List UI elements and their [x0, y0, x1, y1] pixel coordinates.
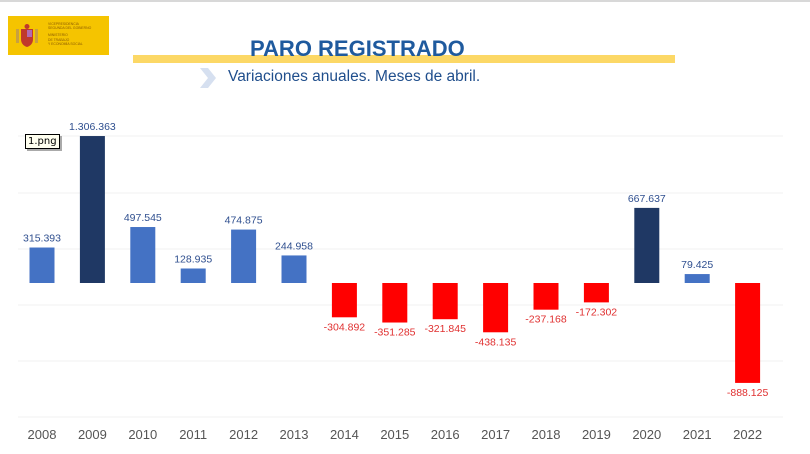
bar-2021 [684, 274, 710, 283]
value-label-2017: -438.135 [475, 336, 517, 348]
x-tick-2010: 2010 [128, 427, 157, 442]
x-tick-2011: 2011 [179, 427, 207, 442]
bar-2022 [735, 283, 761, 383]
x-tick-2021: 2021 [683, 427, 712, 442]
bars [29, 136, 761, 383]
bar-2008 [29, 247, 55, 283]
value-label-2013: 244.958 [275, 240, 313, 252]
x-tick-2014: 2014 [330, 427, 359, 442]
filename-tooltip: 1.png [25, 134, 60, 149]
bar-2013 [281, 255, 307, 283]
coat-of-arms-icon [16, 24, 38, 47]
bar-2014 [331, 283, 357, 318]
x-axis-labels: 2008 2009 2010 2011 2012 2013 2014 2015 2016 2017… [28, 427, 763, 442]
value-label-2011: 128.935 [174, 253, 212, 265]
x-tick-2015: 2015 [380, 427, 409, 442]
x-tick-2012: 2012 [229, 427, 258, 442]
value-label-2014: -304.892 [324, 321, 366, 333]
bar-2020 [634, 207, 660, 283]
x-tick-2008: 2008 [28, 427, 57, 442]
x-tick-2013: 2013 [280, 427, 309, 442]
ministry-logo: VICEPRESIDENCIA SEGUNDA DEL GOBIERNO MIN… [8, 16, 109, 55]
x-tick-2020: 2020 [632, 427, 661, 442]
bar-2017 [483, 283, 509, 333]
value-label-2008: 315.393 [23, 233, 61, 245]
x-tick-2022: 2022 [733, 427, 762, 442]
logo-text: VICEPRESIDENCIA SEGUNDA DEL GOBIERNO MIN… [48, 22, 108, 46]
accent-band [133, 55, 675, 63]
logo-line: Y ECONOMÍA SOCIAL [48, 41, 83, 46]
logo-line: SEGUNDA DEL GOBIERNO [48, 26, 92, 31]
value-label-2010: 497.545 [124, 212, 162, 224]
bar-2011 [180, 268, 206, 283]
value-label-2020: 667.637 [628, 193, 666, 205]
logo-line: DE TRABAJO [48, 37, 70, 42]
x-tick-2019: 2019 [582, 427, 611, 442]
value-label-2012: 474.875 [225, 215, 263, 227]
x-tick-2018: 2018 [532, 427, 561, 442]
value-label-2015: -351.285 [374, 327, 416, 339]
bar-2019 [583, 283, 609, 303]
bar-2018 [533, 283, 559, 310]
bar-2010 [130, 227, 156, 283]
value-label-2021: 79.425 [681, 259, 713, 271]
x-tick-2016: 2016 [431, 427, 460, 442]
bar-2016 [432, 283, 458, 320]
chevron-right-icon [200, 68, 216, 88]
value-label-2019: -172.302 [576, 306, 618, 318]
chart-subtitle: Variaciones anuales. Meses de abril. [228, 68, 481, 85]
value-label-2018: -237.168 [525, 314, 567, 326]
top-border [0, 0, 810, 2]
bar-2009 [79, 136, 105, 283]
value-labels: 315.393 1.306.363 497.545 128.935 474.875 244… [23, 121, 768, 399]
x-tick-2017: 2017 [481, 427, 510, 442]
bar-2012 [231, 229, 257, 283]
value-label-2022: -888.125 [727, 387, 769, 399]
value-label-2016: -321.845 [424, 323, 466, 335]
logo-line: MINISTERIO [48, 33, 68, 38]
x-tick-2009: 2009 [78, 427, 107, 442]
logo-line: VICEPRESIDENCIA [48, 22, 79, 26]
chart-title: PARO REGISTRADO [250, 36, 465, 61]
bar-2015 [382, 283, 408, 323]
value-label-2009: 1.306.363 [69, 121, 116, 133]
